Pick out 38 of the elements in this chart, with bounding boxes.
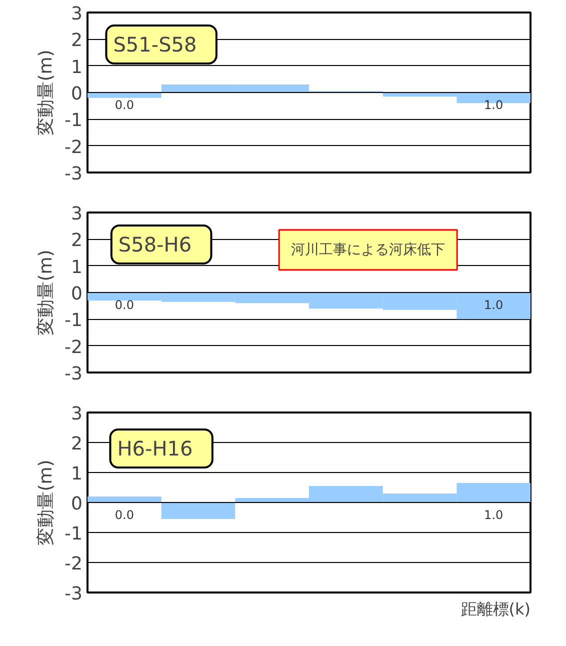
y-tick-label: 3 [71, 4, 82, 24]
text: S58-H6 [118, 232, 192, 256]
bar [161, 502, 236, 519]
y-tick-label: -2 [64, 136, 83, 158]
y-tick-label: -2 [64, 554, 83, 574]
x-tick-label: 0.0 [114, 508, 134, 522]
y-tick-label: 1 [71, 256, 82, 278]
y-tick-label: 2 [71, 434, 82, 454]
y-tick-label: -1 [64, 110, 83, 132]
y-tick-label: 2 [71, 30, 82, 52]
y-tick-label: 0 [71, 84, 82, 104]
text: S51-S58 [113, 32, 197, 56]
annotation: 河川工事による河床低下 [291, 242, 446, 258]
x-axis-title: 距離標(k) [460, 600, 530, 618]
y-axis-title: 変動量(m) [36, 250, 57, 336]
y-tick-label: 1 [71, 464, 82, 484]
y-tick-label: 3 [71, 404, 82, 424]
bar [88, 496, 162, 502]
text: H6-H16 [117, 436, 193, 460]
y-tick-label: 3 [71, 204, 82, 224]
y-tick-label: 2 [71, 230, 82, 252]
x-tick-label: 1.0 [484, 298, 504, 312]
x-tick-label: 0.0 [114, 298, 134, 312]
x-tick-label: 1.0 [484, 508, 504, 522]
y-tick-label: 0 [71, 284, 82, 304]
y-tick-label: -1 [64, 310, 83, 332]
y-tick-label: -3 [64, 164, 83, 184]
y-tick-label: -3 [64, 364, 83, 384]
x-tick-label: 0.0 [114, 98, 134, 112]
y-tick-label: -3 [64, 584, 83, 604]
y-tick-label: -1 [64, 524, 83, 544]
y-axis-title: 変動量(m) [36, 50, 57, 136]
y-tick-label: 0 [71, 494, 82, 514]
y-tick-label: -2 [64, 336, 83, 358]
x-tick-label: 1.0 [484, 98, 504, 112]
bar [88, 92, 162, 98]
y-axis-title: 変動量(m) [36, 460, 57, 546]
y-tick-label: 1 [71, 56, 82, 78]
